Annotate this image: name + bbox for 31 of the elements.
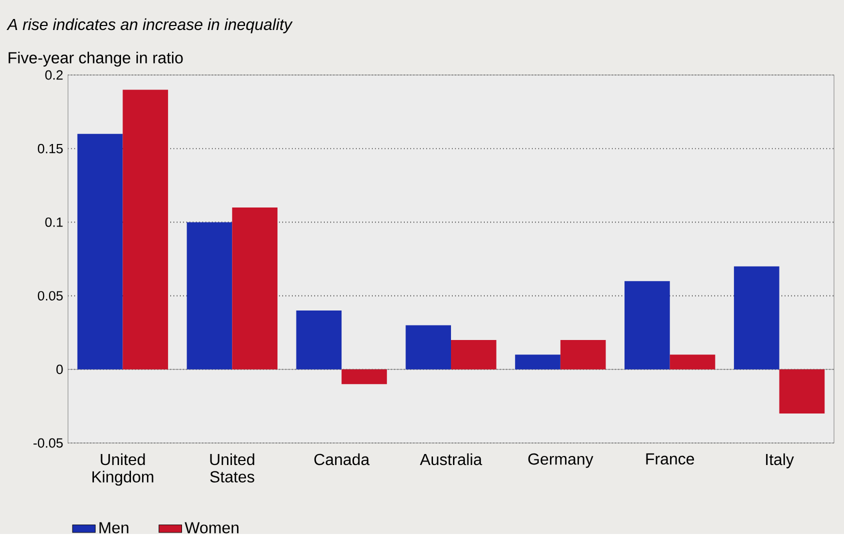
bar [560,340,606,370]
bar [734,266,780,370]
bar [342,370,387,384]
legend-label: Men [100,522,128,534]
y-tick-label: 0.1 [45,218,63,228]
y-tick-label: 0.15 [38,144,63,154]
bar [296,310,342,370]
x-tick-label: Australia [420,454,482,466]
bar [779,370,825,414]
chart-title: A rise indicates an increase in inequality [6,18,293,34]
bar [670,354,716,370]
x-tick-label: Germany [528,454,594,468]
x-tick-label: United Kingdom [92,454,154,486]
x-tick-label: United States [210,454,254,483]
bar [624,281,670,370]
bar [77,134,123,370]
x-tick-label: Canada [314,454,370,466]
bar [122,90,168,370]
bar [515,354,560,370]
bar [232,208,278,370]
x-tick-label: Italy [766,454,794,469]
legend-label: Women [184,522,238,534]
bar [186,222,232,370]
y-axis-title: Five-year change in ratio [8,52,183,67]
y-tick-label: 0.05 [38,291,63,301]
x-tick-label: France [646,454,694,465]
y-tick-label: 0.2 [45,70,63,80]
bar [451,340,496,370]
bar [406,325,451,370]
y-tick-label: 0 [56,364,63,374]
y-tick-label: -0.05 [33,438,63,448]
